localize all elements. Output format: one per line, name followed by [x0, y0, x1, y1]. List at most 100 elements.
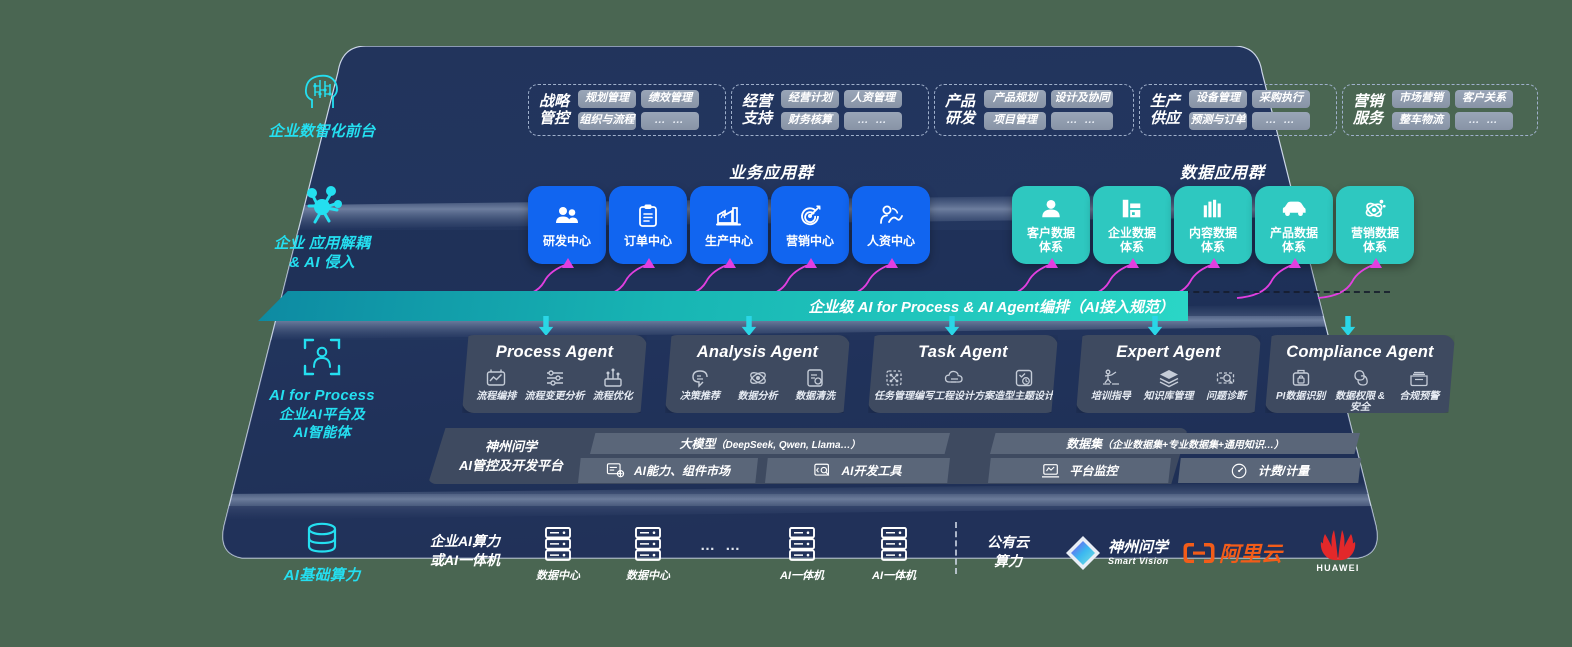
- domain-chip[interactable]: 设计及协同: [1051, 90, 1113, 108]
- permission-icon: [1354, 370, 1368, 386]
- domain-group-strategy[interactable]: 战略 管控 规划管理 绩效管理 组织与流程 … …: [528, 84, 726, 136]
- app-card-label: 订单中心: [623, 233, 672, 248]
- domain-chip[interactable]: 财务核算: [781, 112, 839, 130]
- bars-icon: [1203, 199, 1221, 217]
- training-icon: [1102, 369, 1119, 385]
- domain-chip[interactable]: 采购执行: [1252, 90, 1310, 108]
- domain-group-operations[interactable]: 经营 支持 经营计划 人资管理 财务核算 … …: [731, 84, 929, 136]
- platform-bar-monitor[interactable]: 平台监控: [988, 458, 1171, 483]
- person-scan-icon: [303, 338, 341, 376]
- agent-title: Analysis Agent: [696, 343, 819, 361]
- server-icon: [635, 527, 661, 561]
- domain-chip[interactable]: 组织与流程: [578, 112, 636, 130]
- domain-chip[interactable]: 产品规划: [984, 90, 1046, 108]
- domain-chip-more[interactable]: … …: [1455, 112, 1513, 130]
- down-arrow-icon: [1340, 316, 1356, 336]
- domain-chip[interactable]: 人资管理: [844, 90, 902, 108]
- agent-capability[interactable]: 流程优化: [585, 367, 642, 402]
- agent-capability[interactable]: 流程编排: [468, 367, 525, 402]
- platform-bar-ai-market[interactable]: AI能力、组件市场: [578, 458, 758, 483]
- platform-bar-llm[interactable]: 大模型 （DeepSeek, Qwen, Llama…）: [590, 433, 950, 454]
- agent-capability[interactable]: 问题诊断: [1197, 367, 1255, 402]
- brand-huawei[interactable]: HUAWEI: [1310, 528, 1366, 573]
- domain-chip[interactable]: 项目管理: [984, 112, 1046, 130]
- domain-chip[interactable]: 经营计划: [781, 90, 839, 108]
- domain-chip-more[interactable]: … …: [1051, 112, 1113, 130]
- app-card-hr-center[interactable]: 人资中心: [852, 186, 930, 264]
- rail-compute: AI基础算力: [222, 518, 422, 585]
- app-card-marketing-center[interactable]: 营销中心: [771, 186, 849, 264]
- agent-capability[interactable]: 任务管理: [874, 367, 914, 402]
- platform-bar-sub: （DeepSeek, Qwen, Llama…）: [715, 440, 861, 451]
- app-card-label: 生产中心: [704, 233, 753, 248]
- brain-head-icon: [304, 74, 338, 108]
- domain-chip[interactable]: 设备管理: [1189, 90, 1247, 108]
- agent-capability[interactable]: 合规预警: [1390, 367, 1449, 413]
- agent-card-task[interactable]: Task Agent 任务管理 编写工程设计方案: [868, 335, 1058, 413]
- infra-separator: [955, 522, 957, 574]
- domain-group-marketing[interactable]: 营销 服务 市场营销 客户关系 整车物流 … …: [1342, 84, 1538, 136]
- domain-chip[interactable]: 市场营销: [1392, 90, 1450, 108]
- agent-capability[interactable]: 流程变更分析: [525, 367, 585, 402]
- domain-chip-more[interactable]: … …: [1252, 112, 1310, 130]
- diagnose-icon: [1217, 372, 1235, 384]
- data-card-label: 企业数据 体系: [1107, 225, 1156, 254]
- platform-bar-dataset[interactable]: 数据集 （企业数据集+专业数据集+通用知识…）: [990, 433, 1360, 454]
- huawei-logo: [1320, 530, 1356, 561]
- agent-capability[interactable]: 培训指导: [1082, 367, 1140, 402]
- domain-title: 战略 管控: [538, 93, 569, 127]
- sliders-icon: [546, 370, 563, 386]
- domain-chip[interactable]: 客户关系: [1455, 90, 1513, 108]
- data-card-content[interactable]: 内容数据 体系: [1174, 186, 1252, 264]
- domain-group-production[interactable]: 生产 供应 设备管理 采购执行 预测与订单 … …: [1139, 84, 1337, 136]
- domain-chip-more[interactable]: … …: [641, 112, 699, 130]
- data-card-customer[interactable]: 客户数据 体系: [1012, 186, 1090, 264]
- agent-capability[interactable]: 决策推荐: [671, 367, 729, 402]
- agent-title: Task Agent: [918, 343, 1008, 361]
- factory-icon: [716, 206, 741, 225]
- infra-node-ai-2[interactable]: AI一体机: [858, 526, 930, 583]
- data-card-label: 营销数据 体系: [1350, 225, 1399, 254]
- down-arrow-icon: [538, 316, 554, 336]
- domain-group-product-rd[interactable]: 产品 研发 产品规划 设计及协同 项目管理 … …: [934, 84, 1134, 136]
- app-card-rd-center[interactable]: 研发中心: [528, 186, 606, 264]
- agent-capability[interactable]: 造型主题设计: [994, 367, 1054, 402]
- domain-chip[interactable]: 整车物流: [1392, 112, 1450, 130]
- agent-capability[interactable]: 知识库管理: [1140, 367, 1198, 402]
- platform-bar-ai-devtools[interactable]: AI开发工具: [765, 458, 950, 483]
- agent-card-process[interactable]: Process Agent 流程编排 流程变更分析: [462, 335, 647, 413]
- ai-orchestration-banner[interactable]: 企业级 AI for Process & AI Agent编排（AI接入规范）: [258, 291, 1188, 321]
- task-net-icon: [886, 370, 902, 386]
- brand-shenzhou[interactable]: 神州问学 Smart Vision: [1062, 532, 1169, 574]
- agent-card-analysis[interactable]: Analysis Agent 决策推荐 数据分析: [665, 335, 850, 413]
- infra-node-dc-1[interactable]: 数据中心: [522, 526, 594, 583]
- domain-chip[interactable]: 绩效管理: [641, 90, 699, 108]
- brand-sub: Smart Vision: [1108, 556, 1169, 566]
- data-card-enterprise[interactable]: 企业数据 体系: [1093, 186, 1171, 264]
- domain-chip[interactable]: 预测与订单: [1189, 112, 1247, 130]
- agent-capability[interactable]: 数据分析: [729, 367, 787, 402]
- app-card-order-center[interactable]: 订单中心: [609, 186, 687, 264]
- agent-capability[interactable]: 数据权限 & 安全: [1330, 367, 1389, 413]
- ai-orchestration-text: 企业级 AI for Process & AI Agent编排（AI接入规范）: [808, 298, 1174, 316]
- data-card-label: 客户数据 体系: [1026, 225, 1075, 254]
- data-card-product[interactable]: 产品数据 体系: [1255, 186, 1333, 264]
- agent-capability[interactable]: 编写工程设计方案: [914, 367, 994, 402]
- agent-card-expert[interactable]: Expert Agent 培训指导 知识库管理: [1076, 335, 1261, 413]
- app-card-production-center[interactable]: 生产中心: [690, 186, 768, 264]
- rail-decouple: 企业 应用解耦 & AI 侵入: [222, 182, 422, 272]
- domain-chip[interactable]: 规划管理: [578, 90, 636, 108]
- agent-title: Compliance Agent: [1286, 343, 1434, 361]
- agent-card-compliance[interactable]: Compliance Agent PI数据识别 数据权限 & 安全: [1265, 335, 1455, 413]
- infra-node-ai-1[interactable]: AI一体机: [766, 526, 838, 583]
- data-card-marketing[interactable]: 营销数据 体系: [1336, 186, 1414, 264]
- brand-name: HUAWEI: [1316, 563, 1360, 573]
- brand-aliyun[interactable]: 阿里云: [1182, 538, 1282, 568]
- platform-bar-billing[interactable]: 计费/计量: [1178, 458, 1361, 483]
- infra-node-dc-2[interactable]: 数据中心: [612, 526, 684, 583]
- platform-bar-main: 大模型: [679, 437, 716, 451]
- agent-capability[interactable]: PI数据识别: [1271, 367, 1330, 413]
- data-card-label: 内容数据 体系: [1188, 225, 1237, 254]
- agent-capability[interactable]: 数据清洗: [786, 367, 844, 402]
- domain-chip-more[interactable]: … …: [844, 112, 902, 130]
